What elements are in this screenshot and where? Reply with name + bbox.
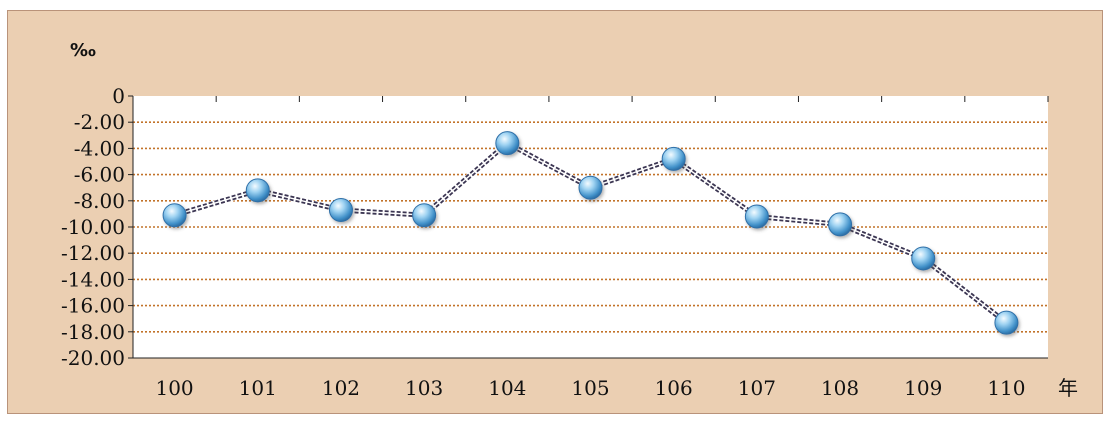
x-tick-label: 103 [405, 376, 443, 400]
y-tick-label: -12.00 [61, 241, 125, 265]
data-point-marker [245, 178, 270, 203]
data-point-marker [828, 212, 853, 237]
x-unit-label: 年 [1058, 376, 1078, 400]
data-point-marker [994, 310, 1019, 335]
y-tick-label: -18.00 [61, 320, 125, 344]
x-tick-label: 106 [655, 376, 693, 400]
data-point-marker [661, 146, 686, 171]
y-tick-label: -4.00 [74, 136, 125, 160]
data-point-marker [162, 203, 187, 228]
y-tick-label: -16.00 [61, 294, 125, 318]
data-point-marker [744, 204, 769, 229]
data-point-marker [328, 197, 353, 222]
y-tick-label: -8.00 [74, 189, 125, 213]
axes [128, 95, 1049, 359]
x-tick-labels: 100 101 102 103 104 105 106 107 108 109 110 [155, 376, 1025, 400]
x-tick-label: 105 [571, 376, 609, 400]
x-tick-label: 109 [904, 376, 942, 400]
y-unit-label: ‰ [70, 40, 96, 61]
x-tick-label: 104 [488, 376, 526, 400]
x-tick-label: 110 [987, 376, 1025, 400]
y-tick-label: 0 [112, 84, 125, 108]
y-tick-label: -2.00 [74, 110, 125, 134]
x-tick-label: 101 [239, 376, 277, 400]
y-unit-group: ‰ [70, 40, 96, 61]
y-tick-label: -20.00 [61, 346, 125, 370]
x-tick-label: 108 [821, 376, 859, 400]
x-tick-label: 100 [155, 376, 193, 400]
data-point-marker [412, 203, 437, 228]
y-tick-labels: 0-2.00-4.00 -6.00-8.00-10.00-12.00-14.00 -… [61, 84, 125, 370]
data-point-marker [495, 131, 520, 156]
y-tick-label: -14.00 [61, 267, 125, 291]
y-tick-label: -6.00 [74, 163, 125, 187]
series-markers [162, 131, 1019, 335]
data-point-marker [578, 175, 603, 200]
x-tick-label: 107 [738, 376, 776, 400]
y-tick-label: -10.00 [61, 215, 125, 239]
x-tick-label: 102 [322, 376, 360, 400]
grid-lines [133, 121, 1048, 333]
data-point-marker [911, 246, 936, 271]
